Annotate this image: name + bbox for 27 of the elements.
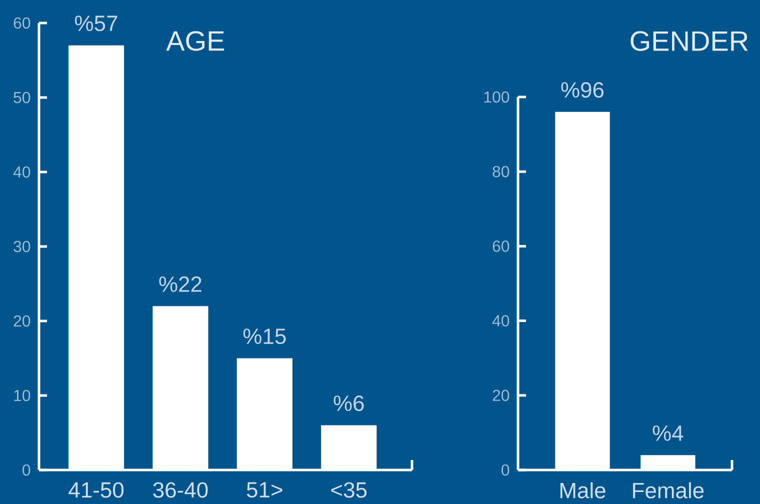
- data-label: %22: [159, 276, 202, 292]
- x-tick-label: Male: [560, 482, 606, 498]
- y-tick-label: 40: [13, 166, 30, 178]
- x-tick-label: 41-50: [68, 482, 124, 498]
- y-tick-label: 50: [14, 92, 30, 104]
- x-tick-label: Female: [633, 482, 704, 498]
- y-tick-label: 100: [484, 91, 510, 103]
- y-tick-label: 10: [14, 390, 30, 402]
- data-label: %15: [243, 328, 286, 344]
- y-tick-label: 60: [14, 17, 30, 29]
- x-tick-label: 36-40: [153, 482, 208, 498]
- chart-title: GENDER: [630, 31, 748, 51]
- y-tick-label: 40: [492, 315, 510, 326]
- y-tick-label: 20: [14, 315, 30, 327]
- data-label: %4: [652, 425, 684, 441]
- x-tick-label: 51>: [246, 482, 282, 498]
- chart-title: AGE: [166, 31, 224, 51]
- y-tick-label: 20: [492, 390, 510, 402]
- y-tick-label: 30: [14, 240, 30, 252]
- data-label: %96: [561, 82, 604, 98]
- y-tick-label: 0: [22, 464, 30, 476]
- y-tick-label: 0: [502, 464, 510, 476]
- x-tick-label: <35: [331, 482, 367, 498]
- y-tick-label: 80: [492, 166, 510, 178]
- data-label: %57: [75, 16, 118, 32]
- data-label: %6: [334, 396, 364, 412]
- y-tick-label: 60: [492, 240, 510, 252]
